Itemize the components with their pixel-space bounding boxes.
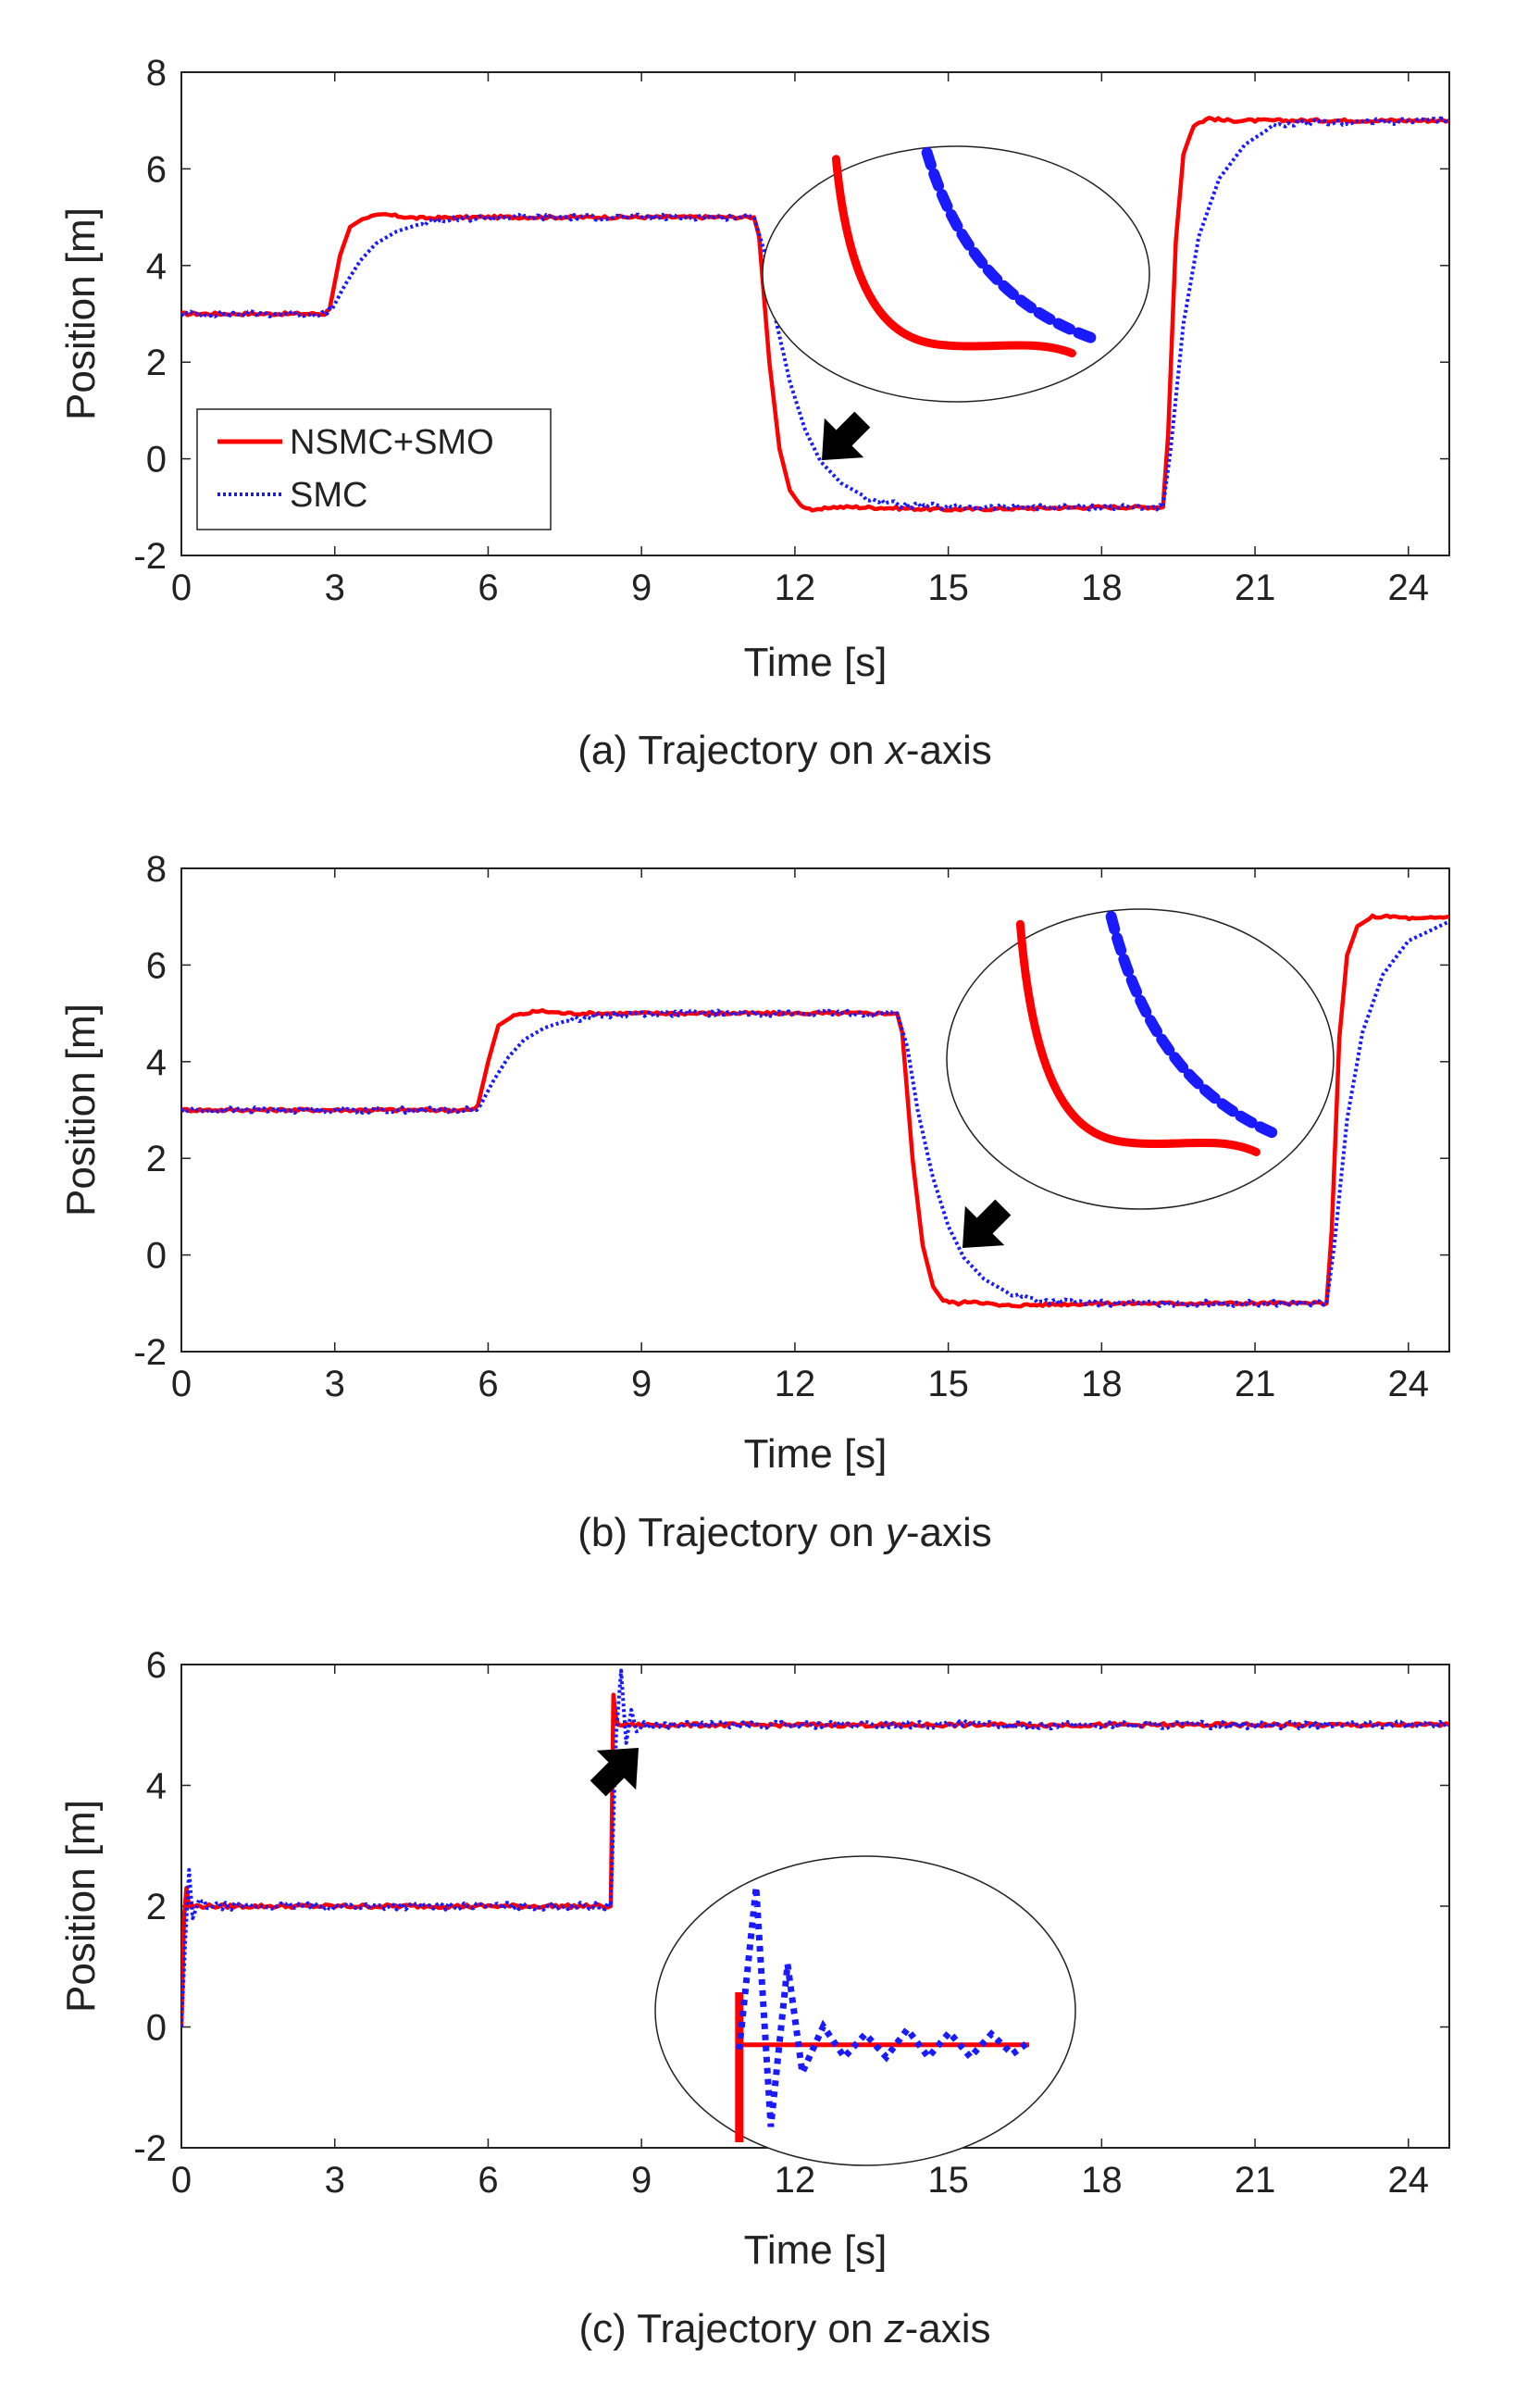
y-tick-label: 8 <box>146 849 167 890</box>
x-tick-label: 6 <box>478 567 498 608</box>
x-tick-label: 21 <box>1235 2160 1276 2201</box>
y-tick-label: -2 <box>133 2128 167 2169</box>
y-tick-label: 0 <box>146 2008 167 2049</box>
y-tick-label: 2 <box>146 1887 167 1927</box>
arrow-shape <box>962 1199 1012 1248</box>
y-tick-label: -2 <box>133 1332 167 1373</box>
caption-prefix: (b) Trajectory on <box>578 1510 886 1555</box>
x-tick-label: 15 <box>927 2160 969 2201</box>
y-tick-label: 0 <box>146 440 167 480</box>
series-line-nsmc-smo <box>181 115 1449 513</box>
series-line-smc <box>181 116 1449 512</box>
x-tick-label: 15 <box>927 1364 969 1404</box>
zoom-inset <box>654 1855 1076 2166</box>
x-tick-label: 15 <box>927 567 969 608</box>
x-tick-label: 18 <box>1081 567 1123 608</box>
x-tick-label: 9 <box>631 567 652 608</box>
arrow-shape <box>590 1748 639 1797</box>
y-tick-label: 4 <box>146 246 167 287</box>
arrow-icon <box>962 1199 1012 1248</box>
caption-axis: x <box>884 728 908 773</box>
x-tick-label: 24 <box>1388 567 1430 608</box>
y-tick-label: 2 <box>146 343 167 383</box>
x-tick-label: 0 <box>171 1364 192 1404</box>
arrow-icon <box>822 411 871 460</box>
caption-prefix: (c) Trajectory on <box>579 2306 885 2351</box>
arrow-icon <box>590 1748 639 1797</box>
x-tick-label: 12 <box>775 2160 816 2201</box>
y-tick-label: 6 <box>146 945 167 986</box>
panel-caption: (c) Trajectory on z-axis <box>579 2306 991 2351</box>
x-tick-label: 0 <box>171 567 192 608</box>
x-tick-label: 18 <box>1081 1364 1123 1404</box>
legend-box <box>196 408 552 530</box>
x-tick-label: 21 <box>1235 567 1276 608</box>
y-axis-label: Position [m] <box>58 207 104 420</box>
x-tick-label: 3 <box>325 567 345 608</box>
y-axis-label: Position [m] <box>58 1800 104 2013</box>
zoom-inset <box>946 908 1335 1210</box>
series-line-smc <box>181 1668 1449 2027</box>
caption-suffix: -axis <box>905 2306 991 2351</box>
arrow-shape <box>822 411 871 460</box>
y-tick-label: 2 <box>146 1139 167 1179</box>
y-tick-label: 4 <box>146 1042 167 1083</box>
y-tick-label: 6 <box>146 1645 167 1686</box>
caption-axis: z <box>884 2306 905 2351</box>
x-tick-label: 0 <box>171 2160 192 2201</box>
x-tick-label: 9 <box>631 2160 652 2201</box>
inset-series-nsmc-smo <box>831 155 1076 358</box>
x-tick-label: 12 <box>775 1364 816 1404</box>
x-tick-label: 6 <box>478 2160 498 2201</box>
y-axis-label: Position [m] <box>58 1004 104 1216</box>
series-line-nsmc-smo <box>181 913 1449 1309</box>
x-tick-label: 12 <box>775 567 816 608</box>
x-tick-label: 21 <box>1235 1364 1276 1404</box>
zoom-inset <box>762 145 1150 403</box>
legend-label-nsmc-smo: NSMC+SMO <box>290 423 494 462</box>
caption-suffix: -axis <box>906 1510 992 1555</box>
y-tick-label: 0 <box>146 1236 167 1277</box>
legend: NSMC+SMO SMC <box>196 408 552 530</box>
y-tick-label: 4 <box>146 1766 167 1807</box>
x-tick-label: 3 <box>325 2160 345 2201</box>
panel-caption: (b) Trajectory on y-axis <box>578 1510 991 1555</box>
x-axis-label: Time [s] <box>744 1431 888 1477</box>
x-tick-label: 18 <box>1081 2160 1123 2201</box>
x-tick-label: 6 <box>478 1364 498 1404</box>
panel-caption: (a) Trajectory on x-axis <box>578 728 991 773</box>
x-axis-label: Time [s] <box>744 2227 888 2273</box>
inset-series-smc <box>736 1887 1032 2127</box>
x-tick-label: 24 <box>1388 2160 1430 2201</box>
x-tick-label: 24 <box>1388 1364 1430 1404</box>
y-tick-label: -2 <box>133 536 167 577</box>
x-axis-label: Time [s] <box>744 640 888 685</box>
caption-suffix: -axis <box>906 728 992 773</box>
series-line-smc <box>181 919 1449 1308</box>
x-tick-label: 9 <box>631 1364 652 1404</box>
inset-series-smc <box>921 146 1098 343</box>
x-tick-label: 3 <box>325 1364 345 1404</box>
inset-series-smc <box>1105 911 1282 1140</box>
legend-label-smc: SMC <box>290 476 367 515</box>
y-tick-label: 6 <box>146 149 167 190</box>
inset-series-nsmc-smo <box>1015 919 1261 1156</box>
caption-axis: y <box>883 1510 909 1555</box>
caption-prefix: (a) Trajectory on <box>578 728 886 773</box>
y-tick-label: 8 <box>146 53 167 94</box>
